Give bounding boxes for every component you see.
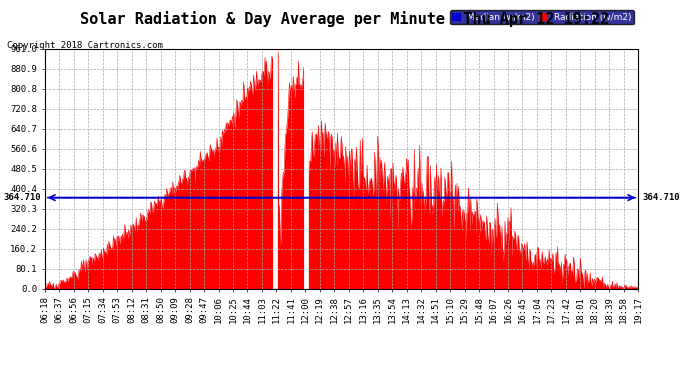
Legend: Median (w/m2), Radiation (w/m2): Median (w/m2), Radiation (w/m2) xyxy=(450,10,633,24)
Text: Copyright 2018 Cartronics.com: Copyright 2018 Cartronics.com xyxy=(7,41,163,50)
Text: 364.710: 364.710 xyxy=(3,193,41,202)
Text: Solar Radiation & Day Average per Minute  Thu Apr 12 19:22: Solar Radiation & Day Average per Minute… xyxy=(80,11,610,27)
Text: 364.710: 364.710 xyxy=(642,193,680,202)
